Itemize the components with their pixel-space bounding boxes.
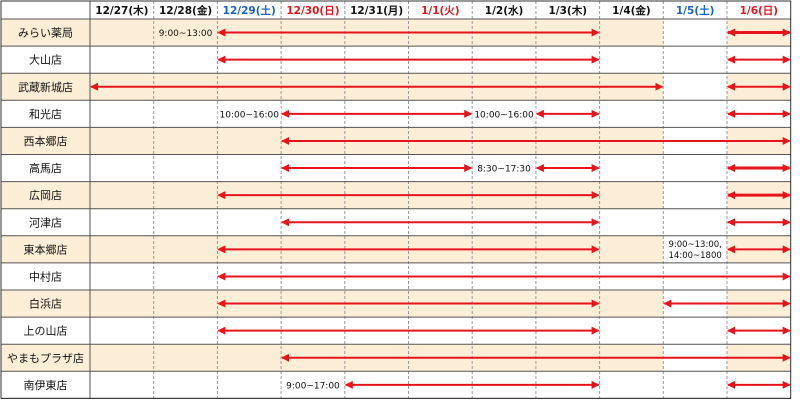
store-name: 白浜店 bbox=[29, 297, 62, 311]
date-header: 1/4(金) bbox=[612, 4, 651, 17]
date-header: 1/6(日) bbox=[740, 5, 779, 17]
note-bg bbox=[283, 378, 342, 391]
store-name: 高馬店 bbox=[29, 161, 62, 175]
hours-note: 10:00~16:00 bbox=[220, 110, 280, 120]
date-header: 12/28(金) bbox=[159, 4, 212, 17]
store-name: 武蔵新城店 bbox=[18, 80, 73, 94]
hours-note: 10:00~16:00 bbox=[474, 110, 534, 120]
store-name: 大山店 bbox=[29, 53, 62, 67]
hours-note: 8:30~17:30 bbox=[477, 165, 531, 175]
store-name: 広岡店 bbox=[29, 188, 62, 202]
date-header: 1/1(火) bbox=[421, 5, 460, 17]
date-header: 12/29(土) bbox=[223, 4, 276, 17]
date-header: 1/5(土) bbox=[676, 4, 715, 17]
store-name: 西本郷店 bbox=[24, 134, 68, 148]
note-bg bbox=[475, 162, 534, 175]
date-header: 12/31(月) bbox=[350, 5, 403, 17]
hours-note: 14:00~1800 bbox=[669, 251, 722, 261]
hours-note: 9:00~17:00 bbox=[286, 381, 340, 391]
store-name: やまもプラザ店 bbox=[7, 351, 84, 365]
store-name: みらい薬局 bbox=[18, 27, 73, 40]
note-bg bbox=[156, 26, 215, 39]
hours-note: 9:00~13:00, bbox=[668, 240, 721, 250]
store-name: 南伊東店 bbox=[24, 378, 68, 392]
store-name: 上の山店 bbox=[24, 324, 68, 338]
note-bg bbox=[472, 107, 536, 120]
date-header: 1/2(水) bbox=[485, 4, 524, 17]
note-bg bbox=[664, 236, 726, 262]
store-name: 中村店 bbox=[29, 269, 62, 283]
date-header: 12/27(木) bbox=[95, 4, 148, 17]
store-name: 東本郷店 bbox=[24, 242, 68, 256]
date-header: 12/30(日) bbox=[286, 5, 339, 17]
row-stripe-gap bbox=[663, 19, 727, 47]
note-bg bbox=[217, 107, 281, 120]
row-stripe-gap bbox=[663, 73, 727, 101]
store-name: 河津店 bbox=[29, 215, 62, 229]
hours-note: 9:00~13:00 bbox=[159, 29, 213, 39]
date-header: 1/3(木) bbox=[548, 4, 587, 17]
table-border bbox=[0, 0, 792, 399]
row-stripe-gap bbox=[663, 181, 727, 209]
store-name: 和光店 bbox=[29, 107, 62, 121]
